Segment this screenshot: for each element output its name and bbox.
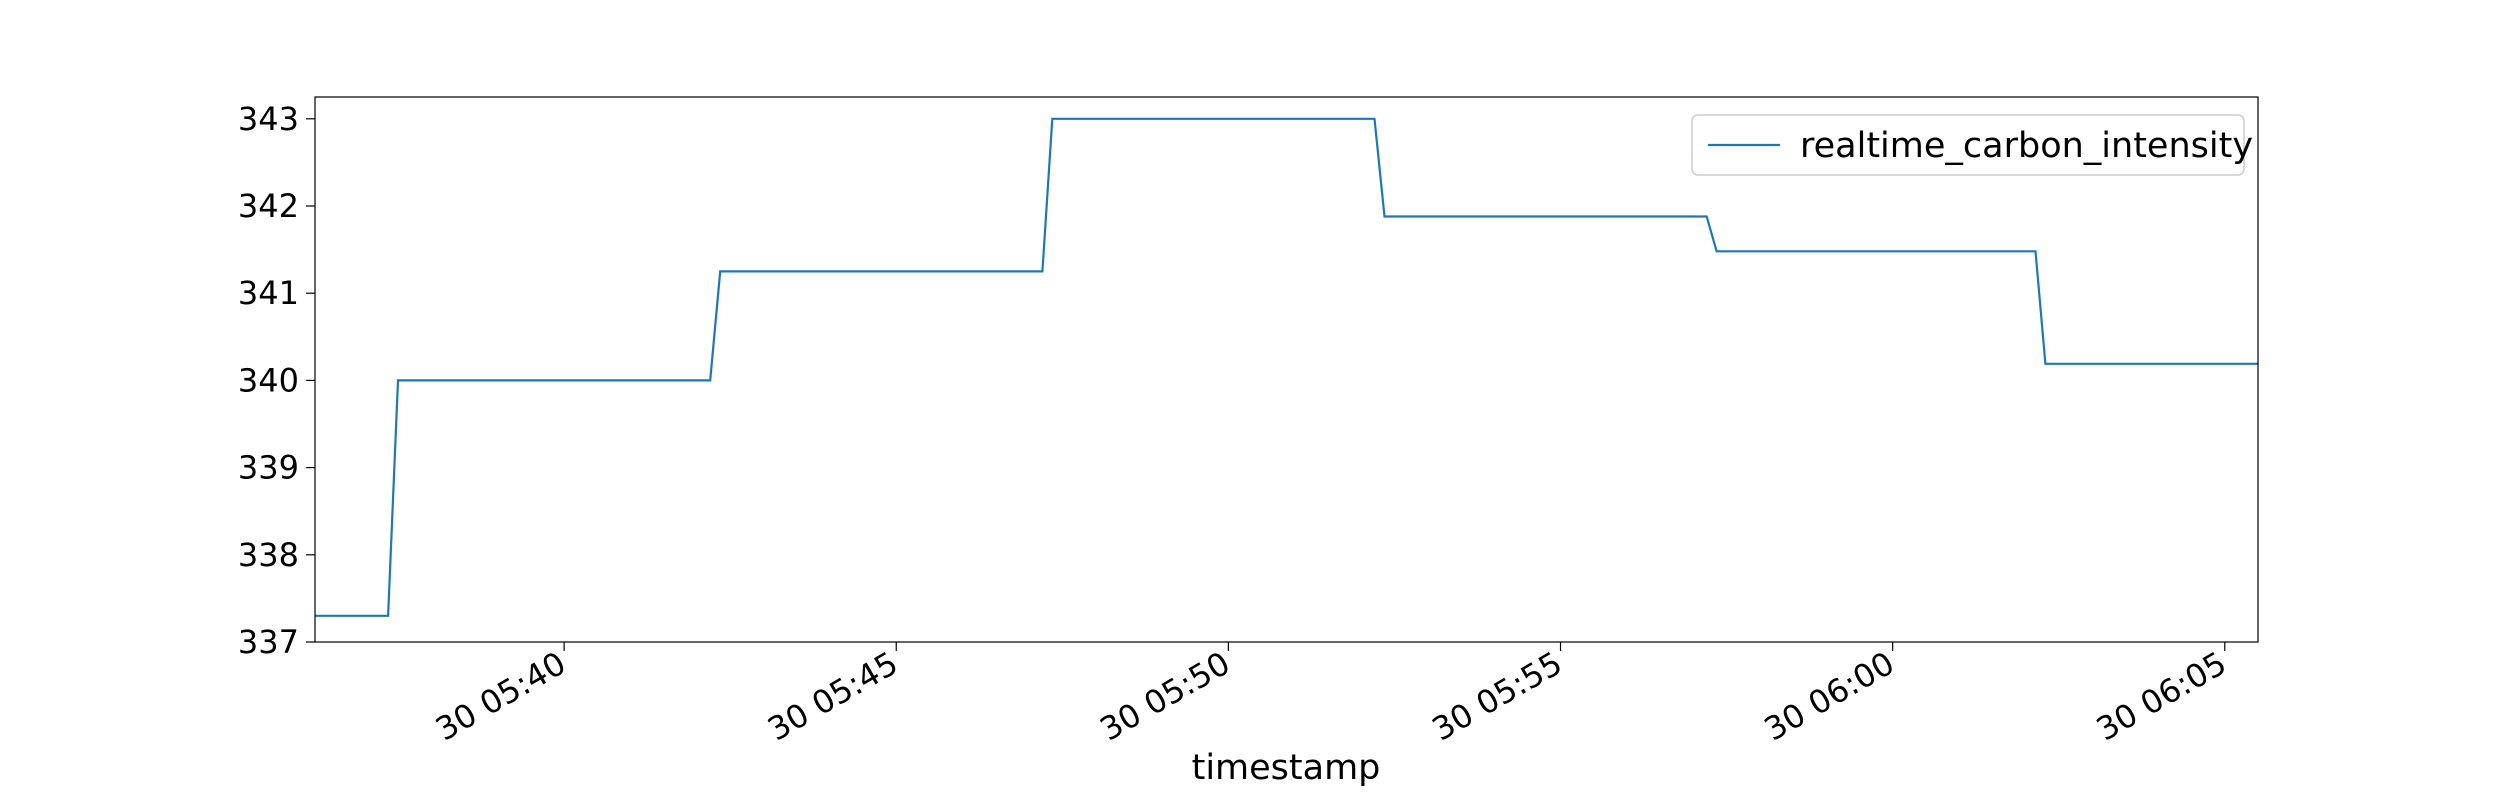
y-axis: 337 338 339 340 341 342 343	[238, 100, 315, 661]
x-axis: 30 05:40 30 05:45 30 05:50 30 05:55 30 06:00…	[429, 642, 2233, 748]
legend-box	[1691, 114, 2245, 176]
axes-frame	[314, 96, 2259, 643]
legend-label: realtime_carbon_intensity	[1800, 126, 2253, 166]
x-tick-label: 30 06:00	[1758, 644, 1901, 748]
x-tick-label: 30 06:05	[2090, 644, 2233, 748]
y-tick-label: 343	[238, 100, 299, 138]
series-line-realtime-carbon-intensity	[315, 117, 2258, 617]
y-tick-label: 338	[238, 536, 299, 574]
y-tick-label: 341	[238, 274, 299, 312]
y-tick-label: 339	[238, 449, 299, 487]
legend: realtime_carbon_intensity	[1691, 114, 2253, 176]
y-tick-label: 340	[238, 361, 299, 399]
x-axis-label: timestamp	[1192, 748, 1381, 788]
x-tick-label: 30 05:40	[429, 644, 572, 748]
y-tick-label: 342	[238, 187, 299, 225]
plot-area	[314, 96, 2259, 643]
y-tick-label: 337	[238, 623, 299, 661]
x-tick-label: 30 05:50	[1093, 644, 1236, 748]
x-tick-label: 30 05:55	[1426, 644, 1569, 748]
x-tick-label: 30 05:45	[761, 644, 904, 748]
